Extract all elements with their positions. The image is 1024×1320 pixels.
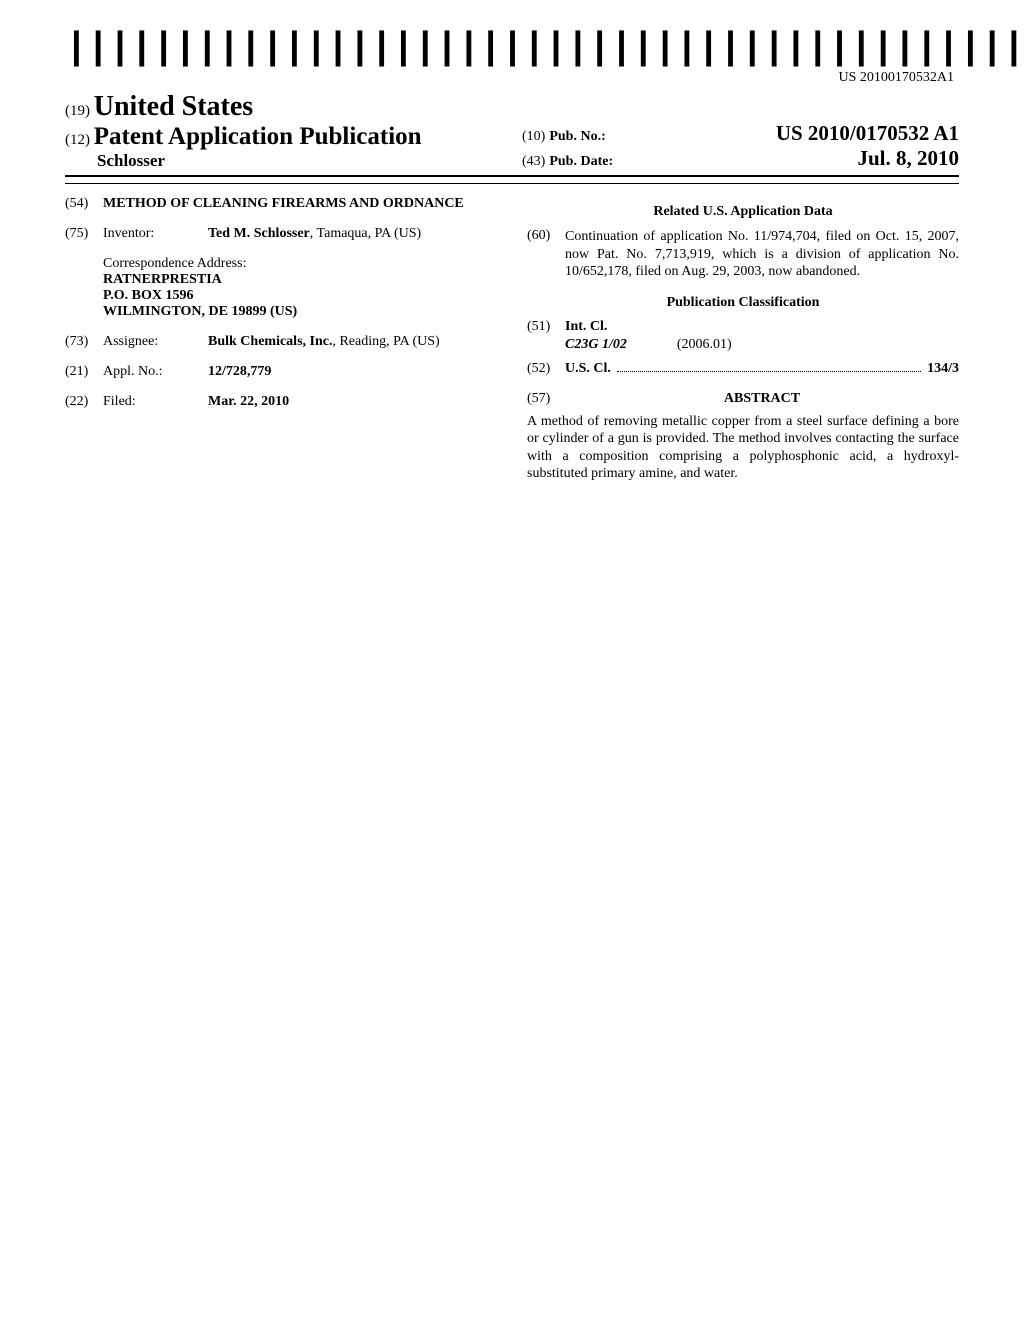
intcl-date: (2006.01): [677, 337, 732, 353]
intcl-row: (51) Int. Cl.: [527, 319, 959, 335]
filed-row: (22) Filed: Mar. 22, 2010: [65, 394, 497, 410]
pub-date-left: (43) Pub. Date:: [522, 152, 613, 170]
code-12: (12): [65, 132, 90, 148]
code-21: (21): [65, 364, 103, 380]
abstract-header-row: (57) ABSTRACT: [527, 391, 959, 407]
corr-name: RATNERPRESTIA: [103, 272, 497, 288]
assignee-row: (73) Assignee: Bulk Chemicals, Inc., Rea…: [65, 334, 497, 350]
code-73: (73): [65, 334, 103, 350]
code-60: (60): [527, 228, 565, 244]
uscl-label: U.S. Cl.: [565, 361, 611, 377]
header-right: (10) Pub. No.: US 2010/0170532 A1 (43) P…: [502, 121, 959, 171]
pub-no-left: (10) Pub. No.:: [522, 127, 606, 145]
uscl-row: (52) U.S. Cl. 134/3: [527, 361, 959, 377]
inventor-row: (75) Inventor: Ted M. Schlosser, Tamaqua…: [65, 226, 497, 242]
applno-value: 12/728,779: [208, 364, 497, 380]
abstract-text: A method of removing metallic copper fro…: [527, 413, 959, 483]
applno-row: (21) Appl. No.: 12/728,779: [65, 364, 497, 380]
pub-type-line: (12) Patent Application Publication: [65, 123, 502, 151]
pub-no-value: US 2010/0170532 A1: [776, 121, 959, 146]
pub-date-label: Pub. Date:: [549, 154, 613, 169]
assignee-value: Bulk Chemicals, Inc., Reading, PA (US): [208, 334, 497, 350]
assignee-name: Bulk Chemicals, Inc.: [208, 334, 332, 349]
code-19: (19): [65, 103, 90, 119]
pubclass-header: Publication Classification: [527, 295, 959, 311]
header-row: (19) United States (12) Patent Applicati…: [65, 91, 959, 177]
country-line: (19) United States: [65, 91, 502, 123]
pub-type: Patent Application Publication: [94, 123, 422, 150]
pub-date-row: (43) Pub. Date: Jul. 8, 2010: [522, 146, 959, 171]
applno-label: Appl. No.:: [103, 364, 208, 380]
related-header: Related U.S. Application Data: [527, 204, 959, 220]
code-52: (52): [527, 361, 565, 377]
divider: [65, 183, 959, 184]
code-57: (57): [527, 391, 565, 407]
inventor-label: Inventor:: [103, 226, 208, 242]
left-column: (54) METHOD OF CLEANING FIREARMS AND ORD…: [65, 196, 497, 483]
author-line: Schlosser: [65, 151, 502, 171]
country-name: United States: [94, 91, 253, 122]
intcl-value-row: C23G 1/02 (2006.01): [565, 337, 959, 353]
filed-label: Filed:: [103, 394, 208, 410]
assignee-label: Assignee:: [103, 334, 208, 350]
inventor-loc: , Tamaqua, PA (US): [310, 226, 421, 241]
title-row: (54) METHOD OF CLEANING FIREARMS AND ORD…: [65, 196, 497, 212]
header-left: (19) United States (12) Patent Applicati…: [65, 91, 502, 171]
pub-date-value: Jul. 8, 2010: [857, 146, 959, 171]
related-row: (60) Continuation of application No. 11/…: [527, 228, 959, 281]
code-10: (10): [522, 129, 545, 144]
correspondence-block: Correspondence Address: RATNERPRESTIA P.…: [103, 256, 497, 320]
code-51: (51): [527, 319, 565, 335]
corr-loc: WILMINGTON, DE 19899 (US): [103, 304, 497, 320]
barcode-section: ||||||||||||||||||||||||||||||||||||||||…: [65, 30, 959, 86]
pub-no-row: (10) Pub. No.: US 2010/0170532 A1: [522, 121, 959, 146]
assignee-loc: , Reading, PA (US): [332, 334, 439, 349]
filed-value: Mar. 22, 2010: [208, 394, 497, 410]
code-43: (43): [522, 154, 545, 169]
code-22: (22): [65, 394, 103, 410]
content-columns: (54) METHOD OF CLEANING FIREARMS AND ORD…: [65, 196, 959, 483]
right-column: Related U.S. Application Data (60) Conti…: [527, 196, 959, 483]
inventor-value: Ted M. Schlosser, Tamaqua, PA (US): [208, 226, 497, 242]
corr-box: P.O. BOX 1596: [103, 288, 497, 304]
barcode-text: US 20100170532A1: [65, 70, 959, 86]
code-75: (75): [65, 226, 103, 242]
uscl-value: 134/3: [927, 361, 959, 377]
inventor-name: Ted M. Schlosser: [208, 226, 310, 241]
barcode-graphic: ||||||||||||||||||||||||||||||||||||||||…: [65, 30, 1024, 68]
intcl-label: Int. Cl.: [565, 319, 607, 335]
intcl-code: C23G 1/02: [565, 337, 627, 353]
pub-no-label: Pub. No.:: [549, 129, 605, 144]
related-text: Continuation of application No. 11/974,7…: [565, 228, 959, 281]
code-54: (54): [65, 196, 103, 212]
patent-title: METHOD OF CLEANING FIREARMS AND ORDNANCE: [103, 196, 464, 212]
dots-leader: [617, 371, 921, 372]
corr-label: Correspondence Address:: [103, 256, 497, 272]
abstract-header: ABSTRACT: [565, 391, 959, 407]
